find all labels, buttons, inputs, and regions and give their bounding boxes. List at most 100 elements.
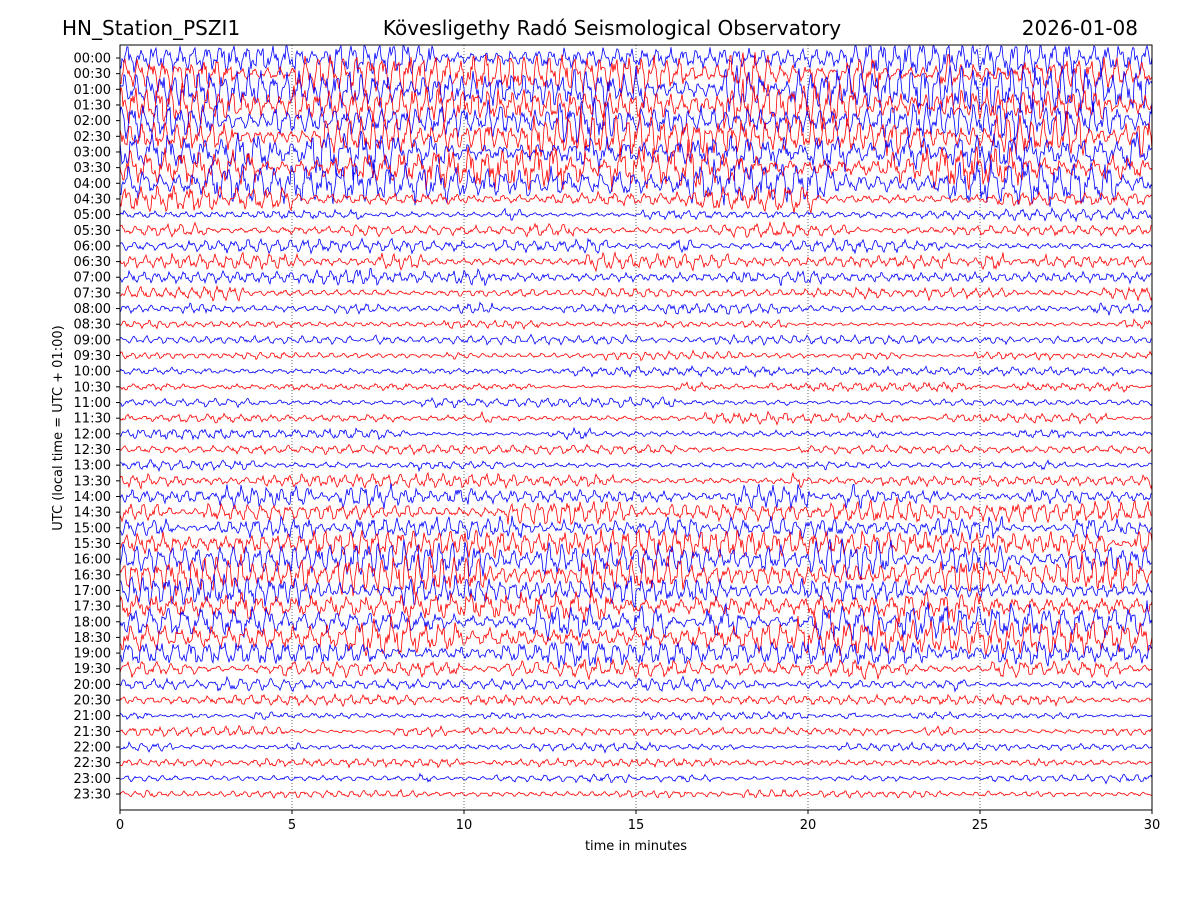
trace-line	[119, 251, 1153, 273]
x-tick-label: 25	[972, 818, 989, 833]
y-tick-label: 11:00	[74, 396, 111, 411]
y-tick-label: 21:00	[74, 709, 111, 724]
trace-line	[119, 443, 1153, 456]
y-tick-label: 09:00	[74, 333, 111, 348]
trace-group	[119, 44, 1153, 799]
trace-line	[119, 675, 1153, 693]
observatory-title: Kövesligethy Radó Seismological Observat…	[383, 16, 841, 40]
trace-line	[119, 108, 1153, 162]
trace-line	[119, 52, 1153, 96]
x-axis-label: time in minutes	[585, 839, 687, 854]
y-tick-label: 07:30	[74, 286, 111, 301]
trace-line	[119, 757, 1153, 769]
y-tick-label: 08:30	[74, 318, 111, 333]
trace-line	[119, 96, 1153, 144]
trace-line	[120, 724, 1153, 738]
x-tick-label: 20	[800, 818, 817, 833]
trace-line	[119, 333, 1153, 346]
trace-line	[119, 471, 1153, 491]
y-tick-label: 21:30	[74, 725, 111, 740]
y-tick-label: 17:30	[74, 600, 111, 615]
y-tick-label: 23:30	[74, 788, 111, 803]
trace-line	[119, 139, 1153, 192]
y-tick-label: 18:30	[74, 631, 111, 646]
y-tick-label: 05:00	[74, 208, 111, 223]
trace-line	[119, 497, 1153, 526]
trace-line	[119, 772, 1153, 785]
y-tick-label: 01:00	[74, 83, 111, 98]
y-tick-label: 13:00	[74, 459, 111, 474]
y-tick-label: 00:30	[74, 67, 111, 82]
trace-line	[119, 538, 1153, 581]
trace-line	[119, 552, 1153, 598]
y-tick-label: 01:30	[74, 98, 111, 113]
trace-line	[119, 396, 1153, 409]
x-tick-label: 10	[456, 818, 473, 833]
trace-line	[119, 639, 1153, 669]
trace-line	[119, 710, 1153, 721]
trace-line	[119, 426, 1153, 441]
y-tick-label: 20:30	[74, 694, 111, 709]
station-name: HN_Station_PSZI1	[62, 16, 240, 40]
trace-line	[119, 159, 1153, 207]
trace-line	[119, 615, 1153, 657]
y-tick-label: 23:00	[74, 772, 111, 787]
y-tick-label: 04:00	[74, 177, 111, 192]
y-tick-label: 06:30	[74, 255, 111, 270]
x-tick-label: 5	[288, 818, 296, 833]
y-tick-label: 12:00	[74, 427, 111, 442]
y-tick-label: 11:30	[74, 412, 111, 427]
y-tick-label: 18:00	[74, 615, 111, 630]
y-tick-label: 00:00	[74, 52, 111, 67]
y-tick-label: 10:00	[74, 365, 111, 380]
trace-line	[119, 573, 1153, 609]
y-tick-label: 15:00	[74, 521, 111, 536]
trace-line	[119, 528, 1153, 559]
y-tick-label: 03:00	[74, 145, 111, 160]
trace-line	[119, 349, 1153, 362]
y-tick-label: 13:30	[74, 474, 111, 489]
y-tick-label: 16:00	[74, 553, 111, 568]
y-tick-label: 10:30	[74, 380, 111, 395]
y-tick-label: 02:30	[74, 130, 111, 145]
y-tick-label: 16:30	[74, 568, 111, 583]
trace-line	[119, 589, 1153, 624]
x-tick-label: 30	[1144, 818, 1161, 833]
trace-line	[119, 788, 1153, 799]
trace-line	[119, 482, 1153, 510]
y-tick-label: 12:30	[74, 443, 111, 458]
y-tick-label: 02:00	[74, 114, 111, 129]
trace-line	[119, 741, 1153, 754]
plot-frame	[119, 44, 1153, 811]
y-tick-label: 03:30	[74, 161, 111, 176]
y-tick-label: 19:00	[74, 647, 111, 662]
trace-line	[119, 410, 1153, 426]
y-tick-label: 22:00	[74, 741, 111, 756]
trace-line	[119, 365, 1153, 379]
y-tick-label: 09:30	[74, 349, 111, 364]
y-tick-label: 04:30	[74, 192, 111, 207]
y-tick-label: 22:30	[74, 756, 111, 771]
y-tick-labels: 00:0000:3001:0001:3002:0002:3003:0003:30…	[74, 52, 120, 803]
trace-line	[119, 459, 1153, 473]
y-tick-label: 15:30	[74, 537, 111, 552]
trace-line	[119, 515, 1153, 541]
x-tick-label: 15	[628, 818, 645, 833]
trace-line	[119, 184, 1153, 214]
date-label: 2026-01-08	[1022, 16, 1138, 40]
y-tick-label: 05:30	[74, 224, 111, 239]
trace-line	[119, 206, 1153, 223]
y-tick-label: 06:00	[74, 239, 111, 254]
x-tick-label: 0	[116, 818, 124, 833]
y-tick-label: 14:30	[74, 506, 111, 521]
y-tick-label: 19:30	[74, 662, 111, 677]
x-ticks: 0 5 10 15 20 25 30	[116, 810, 1160, 833]
trace-line	[119, 130, 1153, 181]
trace-line	[119, 267, 1153, 287]
trace-line	[119, 237, 1153, 255]
y-tick-label: 20:00	[74, 678, 111, 693]
trace-line	[119, 693, 1152, 708]
y-tick-label: 07:00	[74, 271, 111, 286]
y-tick-label: 14:00	[74, 490, 111, 505]
